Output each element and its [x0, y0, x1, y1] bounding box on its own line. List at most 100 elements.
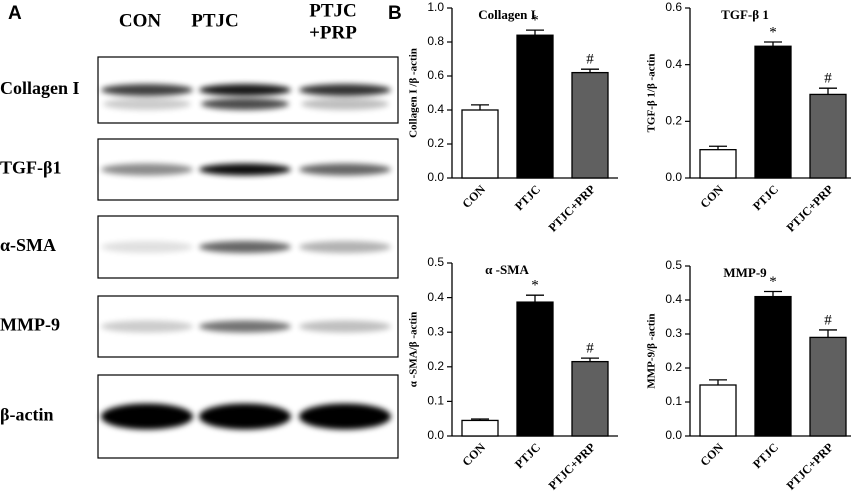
x-tick-label: PTJC [750, 182, 781, 213]
blot-band [299, 241, 391, 253]
chart-title: Collagen I [478, 7, 535, 22]
error-bar [526, 29, 544, 36]
error-bar [581, 68, 599, 73]
bar [461, 419, 499, 437]
y-tick-label: 0.3 [427, 324, 444, 338]
error-bar [764, 290, 782, 297]
significance-mark: # [586, 341, 594, 357]
y-tick-label: 0.1 [665, 394, 682, 408]
row-label: TGF-β1 [0, 158, 61, 178]
row-label: α-SMA [0, 235, 56, 255]
column-header: PTJC [191, 10, 239, 31]
y-tick-label: 0.8 [427, 34, 444, 48]
x-tick-label: PTJC+PRP [784, 182, 836, 234]
error-bar [709, 145, 727, 150]
bar [754, 295, 792, 437]
y-axis-label: MMP-9/β -actin [646, 313, 658, 388]
x-tick-label: PTJC [512, 182, 543, 213]
y-tick-label: 0.2 [427, 359, 444, 373]
x-tick-label: CON [459, 182, 488, 211]
bar [516, 34, 554, 179]
y-axis-label: TGF-β 1/β -actin [646, 54, 658, 133]
error-bar [526, 294, 544, 303]
error-bar [709, 379, 727, 385]
row-label: MMP-9 [0, 315, 60, 335]
row-label: β-actin [0, 405, 53, 425]
blot-band [299, 403, 391, 430]
blot-band [201, 98, 289, 110]
y-tick-label: 0.5 [665, 258, 682, 272]
y-tick-label: 0.2 [665, 114, 682, 128]
error-bar [819, 329, 837, 338]
x-tick-label: PTJC [512, 440, 543, 471]
bar [571, 71, 609, 179]
y-tick-label: 0.1 [427, 394, 444, 408]
y-tick-label: 0.2 [665, 360, 682, 374]
y-tick-label: 0.4 [427, 102, 444, 116]
blot-band [299, 84, 391, 96]
significance-mark: # [824, 312, 832, 328]
y-tick-label: 0.3 [665, 326, 682, 340]
bar [571, 360, 609, 437]
y-tick-label: 0.4 [665, 292, 682, 306]
blot-band [101, 241, 193, 253]
significance-mark: # [586, 52, 594, 68]
x-tick-label: PTJC+PRP [546, 182, 598, 234]
y-tick-label: 0.6 [665, 0, 682, 14]
column-header: +PRP [309, 22, 357, 43]
x-tick-label: CON [459, 440, 488, 469]
y-tick-label: 1.0 [427, 0, 444, 14]
bar [809, 336, 847, 437]
error-bar [764, 41, 782, 47]
y-axis-label: Collagen I /β -actin [408, 48, 420, 138]
error-bar [471, 418, 489, 421]
panel-letter: B [388, 3, 402, 24]
column-header: CON [119, 10, 162, 31]
y-tick-label: 0.4 [427, 290, 444, 304]
significance-mark: * [769, 24, 777, 40]
blot-band [199, 84, 291, 96]
column-header: PTJC [309, 0, 357, 21]
blot-band [299, 163, 391, 176]
significance-mark: * [531, 278, 539, 294]
bar [699, 384, 737, 437]
blot-band [199, 403, 291, 430]
chart-title: α -SMA [485, 262, 529, 277]
significance-mark: # [824, 71, 832, 87]
y-tick-label: 0.2 [427, 136, 444, 150]
bar [516, 301, 554, 437]
blot-band [103, 98, 191, 110]
bar [754, 45, 792, 179]
y-tick-label: 0.0 [665, 170, 682, 184]
y-tick-label: 0.5 [427, 255, 444, 269]
bar [461, 109, 499, 179]
significance-mark: * [769, 274, 777, 290]
y-tick-label: 0.0 [665, 428, 682, 442]
x-tick-label: PTJC [750, 440, 781, 471]
blot-band [199, 320, 291, 333]
bar [699, 149, 737, 179]
x-tick-label: CON [697, 182, 726, 211]
blot-band [101, 84, 193, 96]
y-tick-label: 0.6 [427, 68, 444, 82]
error-bar [471, 104, 489, 110]
x-tick-label: PTJC+PRP [784, 440, 836, 492]
blot-band [299, 320, 391, 333]
chart-title: TGF-β 1 [721, 7, 769, 22]
bar [809, 93, 847, 179]
panel-letter: A [8, 3, 22, 24]
error-bar [581, 357, 599, 362]
y-axis-label: α -SMA/β -actin [408, 312, 420, 387]
y-tick-label: 0.4 [665, 57, 682, 71]
x-tick-label: CON [697, 440, 726, 469]
significance-mark: * [531, 13, 539, 29]
x-tick-label: PTJC+PRP [546, 440, 598, 492]
row-label: Collagen I [0, 78, 80, 98]
y-tick-label: 0.0 [427, 428, 444, 442]
blot-band [199, 241, 291, 253]
blot-band [199, 163, 291, 176]
error-bar [819, 87, 837, 95]
chart-title: MMP-9 [723, 265, 767, 280]
blot-band [301, 98, 389, 110]
